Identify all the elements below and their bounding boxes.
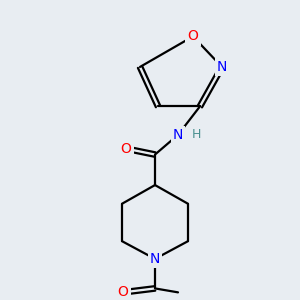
Text: N: N: [217, 60, 227, 74]
Text: N: N: [150, 252, 160, 266]
Text: N: N: [173, 128, 183, 142]
Text: O: O: [118, 285, 128, 299]
Text: O: O: [188, 29, 198, 44]
Text: H: H: [191, 128, 201, 141]
Text: O: O: [121, 142, 131, 156]
